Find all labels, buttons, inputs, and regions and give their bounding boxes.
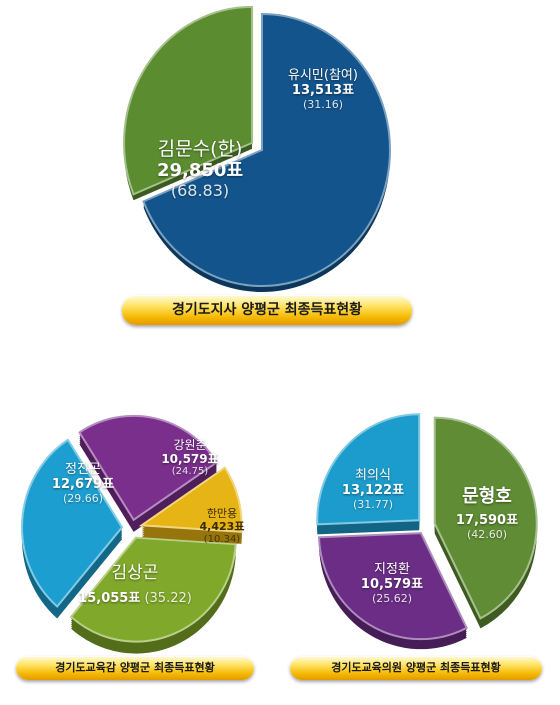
candidate-votes: 17,590표 (455, 513, 519, 529)
candidate-name: 한만용 (206, 507, 238, 520)
caption-education-councilor: 경기도교육의원 양평군 최종득표현황 (290, 656, 542, 680)
slice-label-jeong-jingon: 정진곤 12,679표 (29.66) (38, 462, 128, 506)
candidate-name: 지정환 (374, 562, 410, 577)
pie-slice-governor-0 (142, 12, 391, 292)
candidate-percent: (24.75) (171, 466, 209, 478)
caption-governor: 경기도지사 양평군 최종득표현황 (122, 295, 412, 325)
pie-slice-governor-1 (123, 5, 254, 201)
candidate-name: 강원춘 (173, 438, 207, 452)
slice-label-yoo-simin: 유시민(참여) 13,513표 (31.16) (268, 68, 378, 112)
candidate-percent: (29.66) (62, 491, 104, 505)
candidate-votes: 10,579표 (161, 452, 219, 467)
pie-slice-superintendent-3 (138, 466, 243, 544)
candidate-votes: 13,513표 (291, 83, 355, 99)
caption-superintendent: 경기도교육감 양평군 최종득표현황 (16, 656, 254, 680)
candidate-votes: 29,850표 (156, 160, 244, 182)
pie-slice-superintendent-2 (78, 414, 219, 532)
slice-label-han-manyong: 한만용 4,423표 (10.34) (192, 507, 252, 546)
slice-label-kim-moonsoo: 김문수(한) 29,850표 (68.83) (130, 138, 270, 201)
candidate-percent: (31.77) (352, 497, 394, 511)
slice-label-ji-junghwan: 지정환 10,579표 (25.62) (352, 562, 432, 606)
candidate-name: 유시민(참여) (288, 68, 358, 83)
candidate-name: 문형호 (462, 486, 512, 507)
candidate-votes: 12,679표 (51, 477, 115, 493)
slice-label-choi-uisik: 최의식 13,122표 (31.77) (330, 468, 416, 512)
slice-label-moon-hyungho: 문형호 17,590표 (42.60) (432, 486, 542, 542)
pie-slice-councilor-0 (433, 416, 538, 629)
candidate-votes: 13,122표 (341, 483, 405, 499)
candidate-percent: (10.34) (203, 533, 241, 545)
candidate-percent: (31.16) (302, 97, 344, 111)
candidate-votes: 10,579표 (360, 577, 424, 593)
candidate-name: 김문수(한) (157, 138, 243, 160)
candidate-percent: (68.83) (170, 180, 230, 200)
pie-slice-councilor-1 (317, 532, 468, 650)
slice-label-kang-wonchun: 강원춘 10,579표 (24.75) (150, 438, 230, 478)
candidate-votes: 15,055표 (78, 591, 141, 607)
candidate-votes: 4,423표 (199, 519, 245, 533)
candidate-name: 최의식 (355, 468, 391, 483)
candidate-percent: (42.60) (466, 527, 508, 541)
candidate-name: 김상곤 (111, 563, 159, 583)
pie-slice-superintendent-0 (69, 536, 237, 654)
candidate-name: 정진곤 (65, 462, 101, 477)
pie-slice-superintendent-1 (21, 438, 124, 619)
candidate-votes-line: 15,055표 (35.22) (70, 591, 200, 606)
candidate-percent: (35.22) (144, 591, 192, 607)
pie-slice-councilor-2 (316, 413, 421, 535)
candidate-percent: (25.62) (371, 591, 413, 605)
slice-label-kim-sanggon: 김상곤 15,055표 (35.22) (70, 563, 200, 606)
